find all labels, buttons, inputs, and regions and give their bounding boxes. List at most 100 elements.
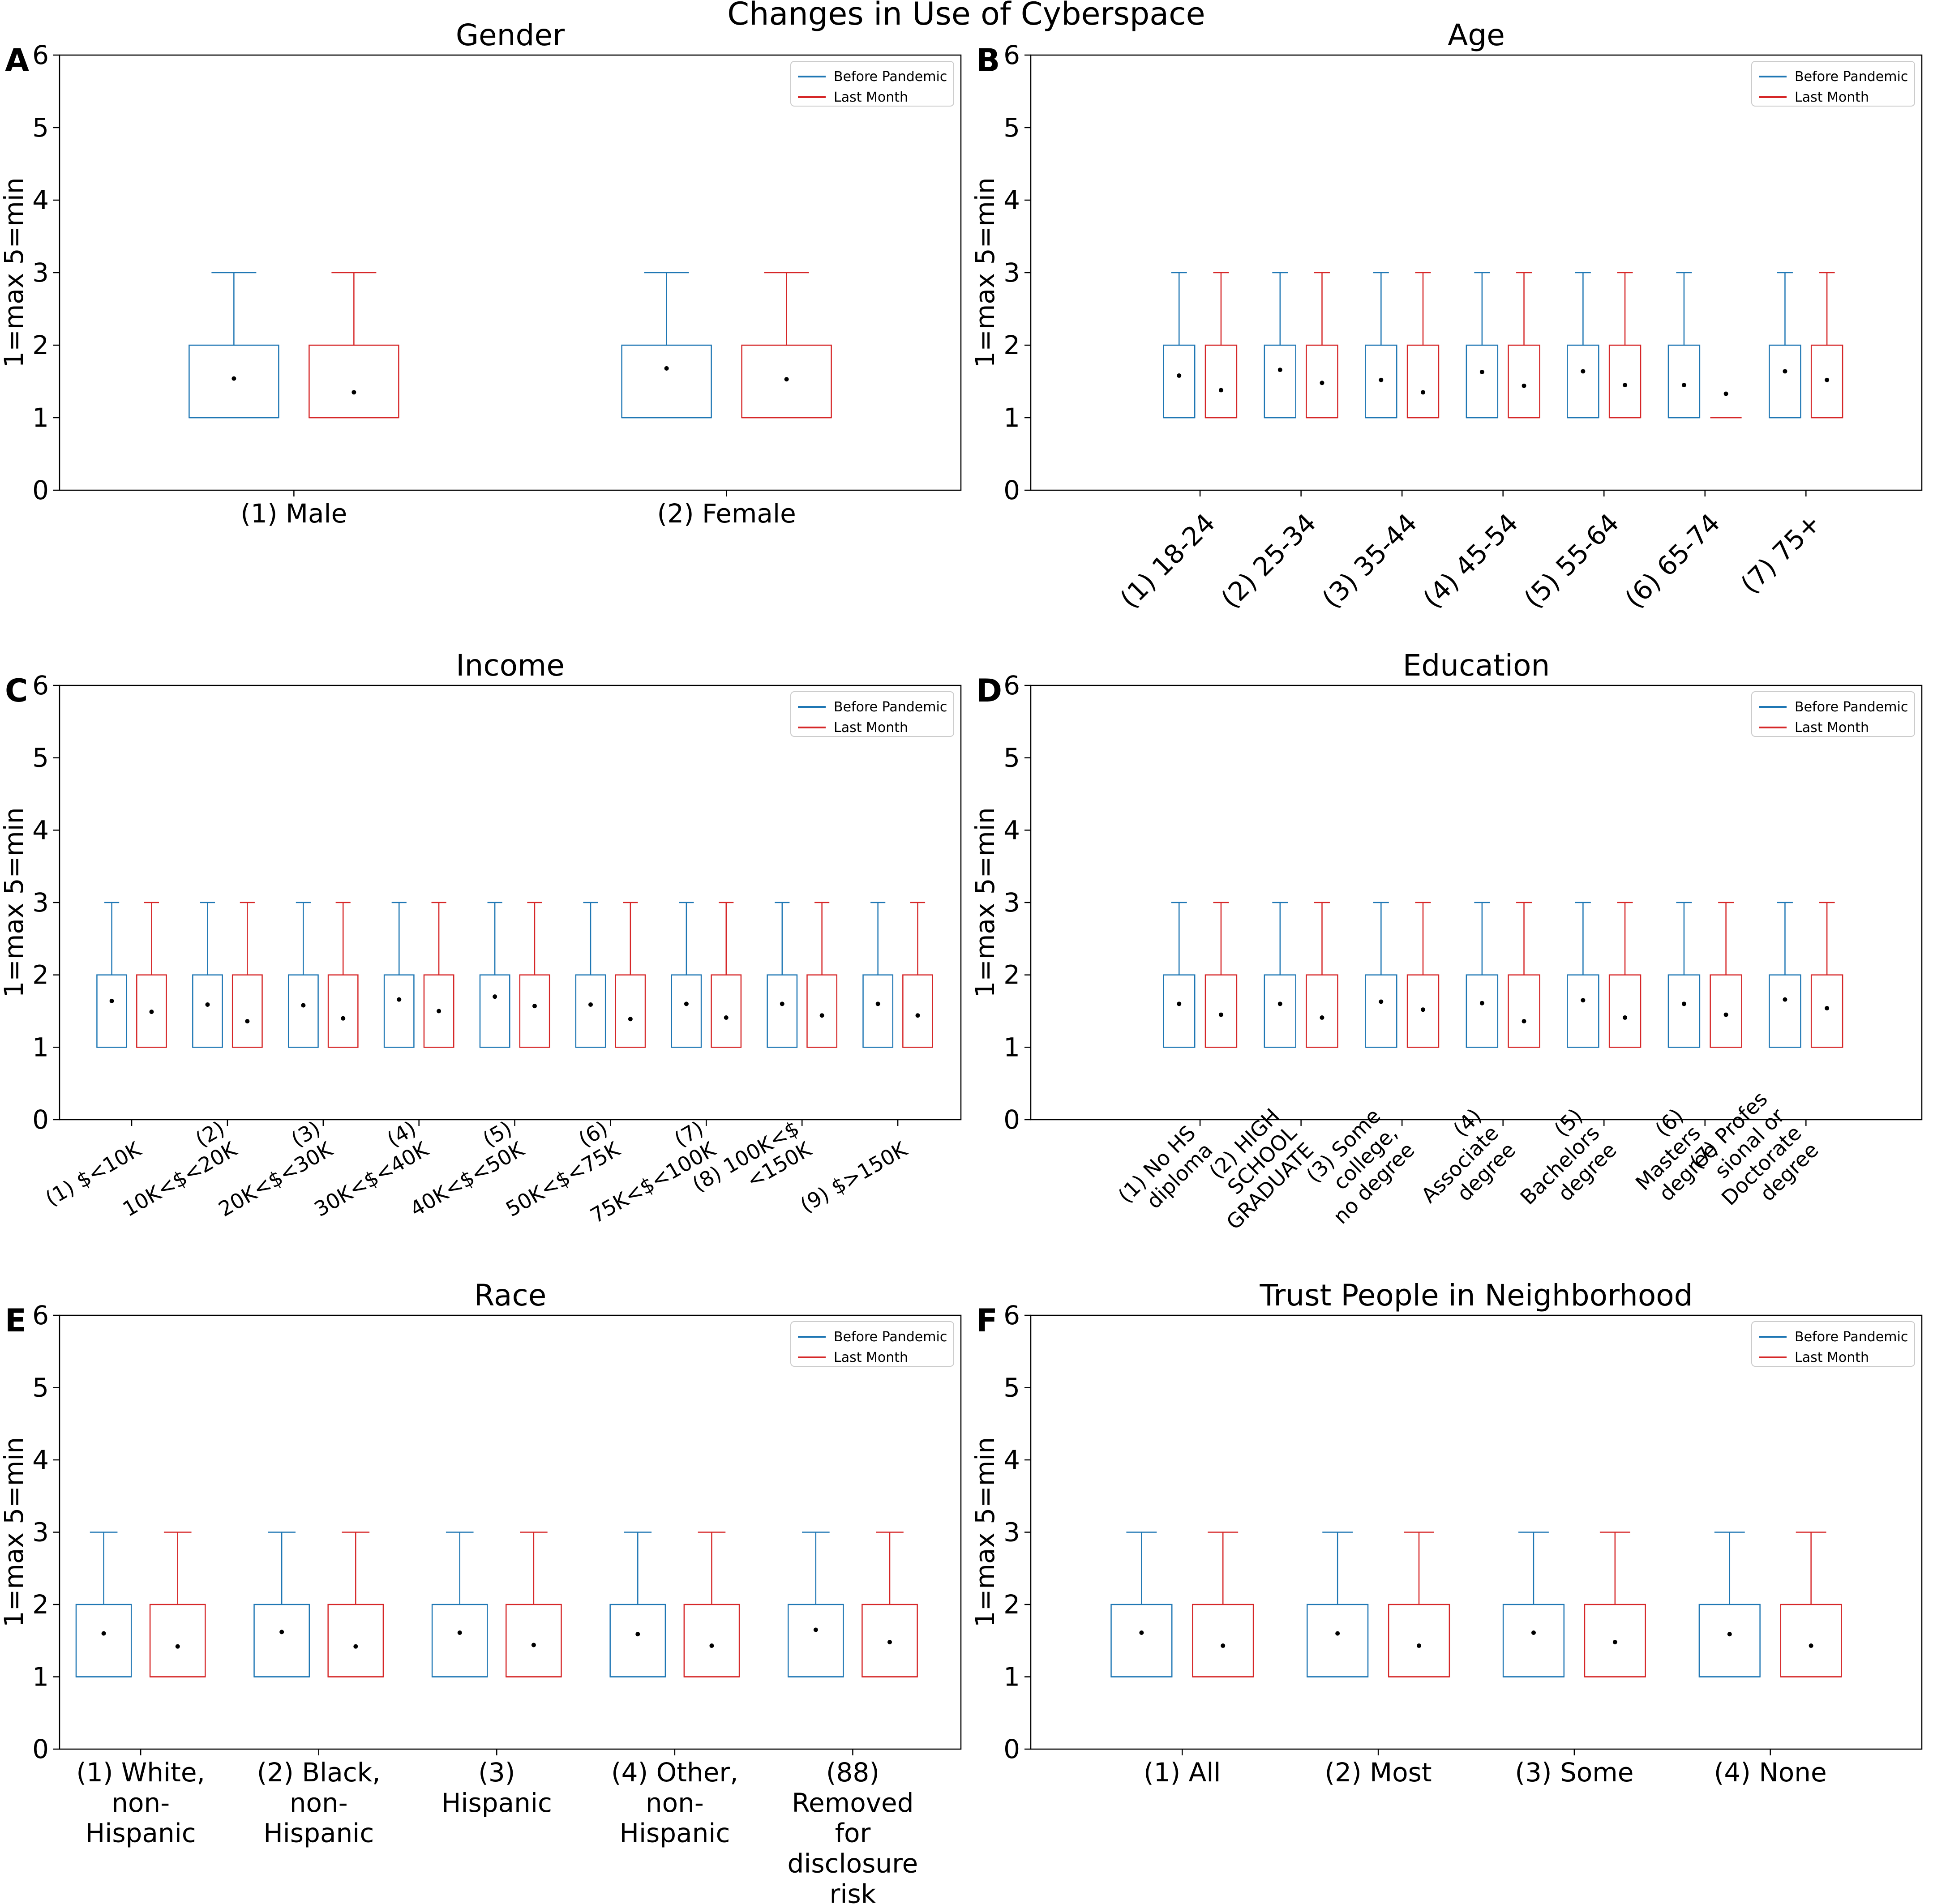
legend-label: Before Pandemic (834, 699, 947, 715)
legend-label: Last Month (834, 1350, 908, 1365)
box (806, 974, 838, 1048)
box (1698, 1604, 1761, 1677)
x-tick-label-line: (1) All (1144, 1757, 1221, 1788)
box (1163, 974, 1196, 1048)
x-tick-label: (3) Some (1515, 1757, 1633, 1788)
legend: Before Pandemic Last Month (1751, 61, 1915, 107)
panel-title: Gender (456, 18, 565, 52)
y-tick-label: 0 (32, 1104, 49, 1135)
axes-frame (59, 54, 962, 491)
y-tick-label: 0 (32, 1734, 49, 1764)
box (1307, 1604, 1369, 1677)
legend-frame (790, 691, 954, 737)
mean-point (437, 1009, 441, 1014)
mean-point (1277, 1001, 1282, 1006)
mean-point (1612, 1639, 1617, 1644)
panel-title: Education (1403, 648, 1550, 683)
mean-point (149, 1010, 154, 1014)
y-tick-label: 6 (1003, 40, 1020, 70)
panel-b: B Age 0 1 2 3 4 5 6 1=max 5=min (1) 18-24(2) 25-34… (970, 18, 1923, 614)
mean-point (1623, 383, 1628, 388)
box (767, 974, 798, 1048)
mean-point (819, 1013, 824, 1018)
mean-point (1421, 1007, 1426, 1012)
box (615, 974, 646, 1048)
mean-point (1783, 997, 1787, 1002)
y-tick-label: 2 (1003, 1589, 1020, 1620)
legend: Before Pandemic Last Month (790, 1321, 954, 1367)
panel-label: C (5, 672, 28, 709)
box (149, 1604, 206, 1677)
mean-point (205, 1002, 210, 1007)
box (671, 974, 702, 1048)
mean-point (1809, 1643, 1813, 1648)
box (1264, 974, 1296, 1048)
x-tick-label-line: (1) Male (240, 498, 347, 529)
mean-point (279, 1630, 284, 1634)
box (231, 974, 263, 1048)
y-tick-label: 5 (1003, 743, 1020, 773)
panel-label: D (976, 672, 1002, 709)
mean-point (724, 1015, 729, 1020)
x-tick-label-line: (2) Black, (257, 1757, 381, 1788)
box (1508, 344, 1540, 419)
x-tick-label-line: disclosure (788, 1848, 918, 1879)
panel-d: D Education 0 1 2 3 4 5 6 1=max 5=min (1) No HSdip… (970, 648, 1923, 1234)
x-tick-label: (1) 18-24 (1114, 508, 1221, 614)
y-tick-label: 3 (1003, 887, 1020, 918)
y-tick-label: 0 (1003, 1734, 1020, 1764)
y-axis-label: 1=max 5=min (0, 1437, 29, 1627)
y-axis-label: 1=max 5=min (970, 1437, 1000, 1627)
x-tick-label-line: (6) 65-74 (1619, 508, 1726, 614)
box (1508, 974, 1540, 1048)
legend-frame (790, 1321, 954, 1367)
mean-point (1379, 999, 1384, 1004)
box (1710, 974, 1742, 1048)
x-tick-label-line: Hispanic (441, 1788, 552, 1818)
legend-label: Before Pandemic (1795, 1329, 1908, 1345)
y-tick-label: 0 (1003, 475, 1020, 505)
x-tick-label: (9) $>150K (796, 1137, 912, 1217)
x-tick-label: (5) 55-64 (1518, 508, 1624, 614)
box (1567, 974, 1599, 1048)
box (683, 1604, 740, 1677)
box (1192, 1604, 1254, 1677)
y-tick-label: 5 (1003, 1373, 1020, 1403)
panel-label: E (5, 1302, 26, 1339)
panel-title: Race (474, 1278, 547, 1313)
x-tick-label: (1) Male (240, 498, 347, 529)
mean-point (1218, 1012, 1223, 1017)
legend-label: Last Month (1795, 1350, 1869, 1365)
x-tick-label: (7) 75+ (1735, 508, 1827, 600)
panel-title: Age (1448, 18, 1505, 52)
x-tick-label-line: (3) (478, 1757, 515, 1788)
mean-point (1335, 1631, 1340, 1636)
legend-label: Last Month (834, 720, 908, 736)
box (506, 1604, 562, 1677)
x-tick-label-line: non- (111, 1788, 170, 1818)
y-axis-label: 1=max 5=min (0, 177, 29, 368)
legend-frame (1751, 61, 1915, 107)
x-tick-label: (1) No HSdiploma (1113, 1121, 1217, 1224)
box (327, 1604, 384, 1677)
mean-point (1320, 1015, 1324, 1020)
x-tick-label: (2) Female (657, 498, 796, 529)
box (1608, 344, 1642, 419)
y-tick-label: 5 (32, 1373, 49, 1403)
x-tick-label-line: (1) 18-24 (1114, 508, 1221, 614)
mean-point (1783, 369, 1787, 374)
mean-point (1479, 1001, 1484, 1005)
y-tick-label: 2 (32, 960, 49, 990)
box (711, 974, 742, 1048)
x-tick-label: (88) Removed for disclosure risk (788, 1757, 918, 1904)
box (1204, 974, 1238, 1048)
x-tick-label-line: Hispanic (86, 1818, 196, 1848)
panel-label: B (976, 42, 1000, 79)
x-tick-label-line: (5) 55-64 (1518, 508, 1624, 614)
x-tick-label: (6) 65-74 (1619, 508, 1726, 614)
mean-point (813, 1627, 818, 1632)
mean-point (684, 1001, 689, 1006)
x-tick-label: (4) Other, non-Hispanic (611, 1757, 738, 1848)
box (75, 1604, 132, 1677)
